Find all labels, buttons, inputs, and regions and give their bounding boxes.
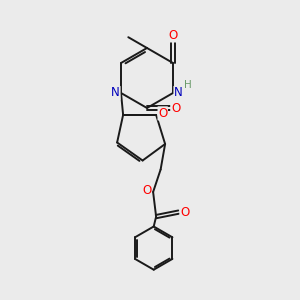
Text: O: O [158,107,167,120]
Text: O: O [171,101,180,115]
Text: H: H [184,80,192,91]
Text: O: O [168,29,178,42]
Text: O: O [180,206,189,219]
Text: O: O [142,184,151,197]
Text: N: N [111,86,120,100]
Text: N: N [174,86,183,100]
